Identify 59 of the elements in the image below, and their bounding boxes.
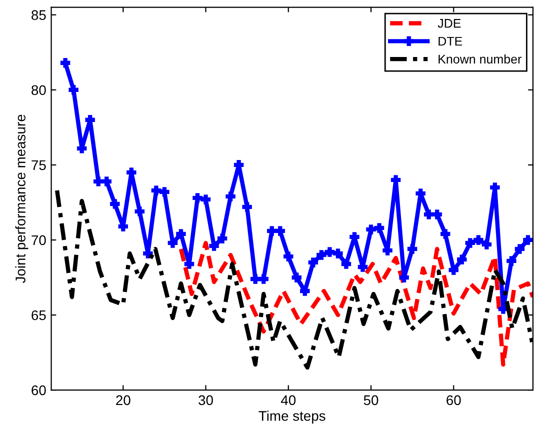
- y-tick-label: 85: [32, 10, 46, 20]
- point: [176, 229, 186, 239]
- point: [308, 258, 318, 268]
- y-tick-label: 60: [32, 385, 46, 396]
- point: [258, 274, 268, 284]
- point: [60, 58, 70, 68]
- legend-label: JDE: [438, 19, 461, 28]
- point: [366, 224, 376, 234]
- point: [341, 259, 352, 269]
- point: [168, 238, 178, 248]
- point: [250, 274, 260, 284]
- y-tick-label: 80: [32, 85, 46, 96]
- point: [200, 194, 211, 204]
- point: [68, 85, 78, 95]
- point: [266, 226, 277, 236]
- point: [134, 206, 145, 216]
- point: [93, 176, 104, 186]
- point: [192, 193, 202, 203]
- point: [374, 223, 384, 233]
- x-tick-label: 60: [446, 395, 461, 406]
- x-tick-label: 30: [198, 395, 213, 406]
- y-tick-label: 75: [32, 160, 46, 170]
- point: [292, 272, 302, 282]
- x-axis-title: Time steps: [258, 410, 326, 424]
- point: [465, 238, 476, 248]
- line-series: [178, 240, 533, 367]
- point: [217, 234, 228, 244]
- legend-label: DTE: [438, 36, 462, 46]
- point: [457, 254, 467, 264]
- point: [160, 187, 170, 197]
- y-tick-label: 70: [32, 235, 46, 246]
- point: [226, 192, 236, 202]
- legend-label: Known number: [438, 54, 522, 64]
- point: [324, 247, 335, 257]
- point: [333, 248, 343, 258]
- x-tick-label: 20: [116, 395, 130, 406]
- point: [242, 202, 252, 212]
- x-tick-label: 50: [364, 395, 378, 406]
- point: [514, 244, 525, 254]
- point: [316, 250, 326, 260]
- point: [440, 229, 450, 239]
- point: [284, 252, 294, 262]
- point: [110, 199, 120, 209]
- point: [209, 241, 219, 251]
- point: [448, 265, 458, 275]
- point: [407, 244, 418, 254]
- y-axis-title: Joint performance measure: [15, 114, 28, 283]
- point: [432, 210, 442, 220]
- point: [424, 210, 434, 220]
- point: [506, 256, 516, 266]
- point: [275, 226, 285, 236]
- point: [474, 235, 484, 245]
- x-tick-label: 40: [280, 395, 296, 406]
- point: [399, 272, 409, 282]
- point: [523, 235, 533, 245]
- point: [102, 176, 112, 186]
- point: [482, 240, 492, 250]
- point: [151, 186, 162, 196]
- y-tick-label: 65: [32, 310, 46, 320]
